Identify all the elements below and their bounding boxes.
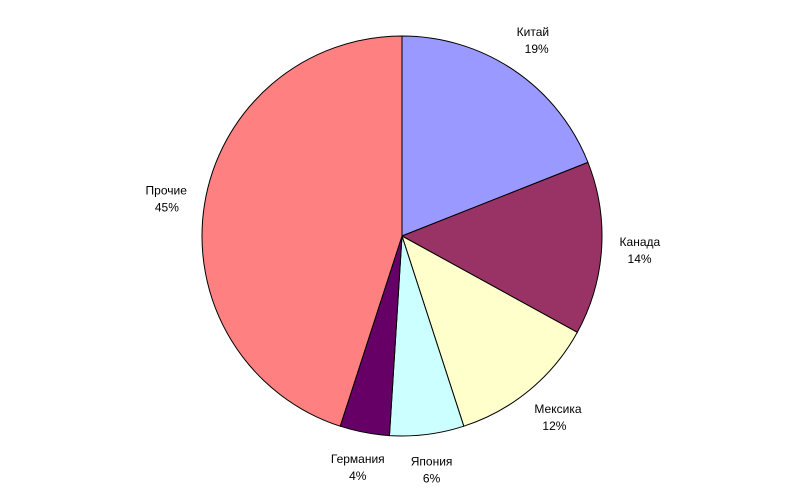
slice [401,234,578,427]
value-label: 12% [542,419,566,433]
value-label: 4% [349,469,367,483]
slice-label: Китай [517,25,549,39]
value-label: 14% [628,252,652,266]
value-label: 6% [423,471,441,485]
slice [400,161,603,334]
slice-label: Канада [620,235,661,249]
slice [201,35,403,427]
value-label: 19% [525,42,549,56]
slice-label: Мексика [534,402,581,416]
slice-label: Прочие [146,183,188,197]
value-label: 45% [155,200,179,214]
slice-label: Германия [331,452,385,466]
slice [401,35,589,237]
slice-label: Япония [411,454,453,468]
